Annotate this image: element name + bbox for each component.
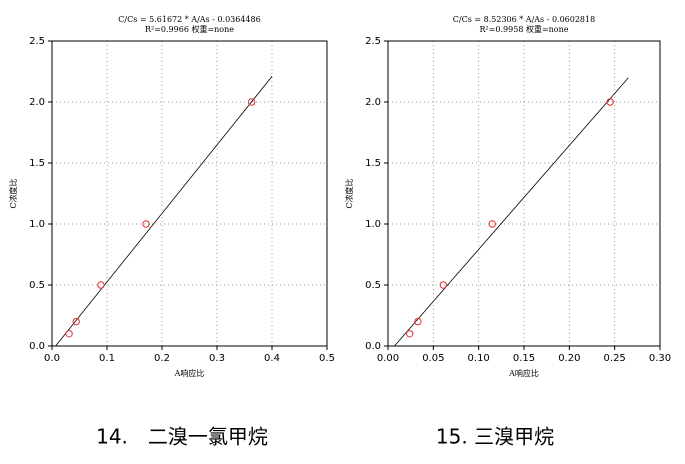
x-tick-label: 0.3 bbox=[209, 353, 225, 364]
x-tick-label: 0.0 bbox=[44, 353, 60, 364]
plot-frame bbox=[387, 40, 661, 347]
y-tick-label: 0.5 bbox=[29, 280, 45, 291]
plot-frame bbox=[51, 40, 328, 347]
data-point bbox=[72, 317, 80, 326]
x-tick-label: 0.20 bbox=[558, 353, 580, 364]
x-tick-label: 0.2 bbox=[154, 353, 170, 364]
y-axis-label: C浓度比 bbox=[8, 178, 18, 208]
y-tick-label: 0.5 bbox=[365, 280, 381, 291]
x-tick-label: 0.1 bbox=[99, 353, 115, 364]
x-tick-label: 0.10 bbox=[468, 353, 490, 364]
y-tick-label: 2.5 bbox=[29, 36, 45, 47]
x-tick-label: 0.30 bbox=[649, 353, 671, 364]
data-point bbox=[606, 98, 614, 106]
x-tick-label: 0.25 bbox=[604, 353, 626, 364]
data-point bbox=[439, 281, 448, 289]
x-tick-label: 0.5 bbox=[319, 353, 335, 364]
data-point bbox=[142, 220, 150, 228]
y-tick-label: 2.0 bbox=[365, 97, 381, 108]
data-point bbox=[488, 220, 496, 228]
x-tick-label: 0.00 bbox=[377, 353, 399, 364]
y-tick-label: 1.5 bbox=[365, 158, 381, 169]
chart-title: C/Cs = 8.52306 * A/As - 0.0602818 bbox=[453, 15, 595, 24]
y-axis-label: C浓度比 bbox=[344, 178, 354, 208]
y-tick-label: 1.5 bbox=[29, 158, 45, 169]
chart-title: C/Cs = 5.61672 * A/As - 0.0364486 bbox=[118, 15, 260, 24]
fit-line bbox=[394, 77, 629, 347]
x-tick-label: 0.4 bbox=[264, 353, 280, 364]
chart-subtitle: R²=0.9966 权重=none bbox=[145, 24, 234, 34]
y-tick-label: 2.5 bbox=[365, 36, 381, 47]
chart-subtitle: R²=0.9958 权重=none bbox=[479, 24, 568, 34]
data-point bbox=[97, 281, 105, 289]
x-tick-label: 0.15 bbox=[513, 353, 535, 364]
data-point bbox=[65, 330, 73, 338]
data-point bbox=[247, 98, 256, 106]
x-tick-label: 0.05 bbox=[422, 353, 444, 364]
data-point bbox=[414, 317, 422, 326]
data-point bbox=[406, 330, 414, 338]
y-tick-label: 0.0 bbox=[365, 341, 381, 352]
y-tick-label: 2.0 bbox=[29, 97, 45, 108]
y-tick-label: 1.0 bbox=[365, 219, 381, 230]
x-axis-label: A响应比 bbox=[174, 368, 205, 378]
caption: 14. 二溴一氯甲烷 bbox=[96, 425, 268, 449]
caption: 15. 三溴甲烷 bbox=[436, 425, 554, 449]
y-tick-label: 0.0 bbox=[29, 341, 45, 352]
x-axis-label: A响应比 bbox=[508, 368, 539, 378]
y-tick-label: 1.0 bbox=[29, 219, 45, 230]
fit-line bbox=[55, 76, 273, 347]
